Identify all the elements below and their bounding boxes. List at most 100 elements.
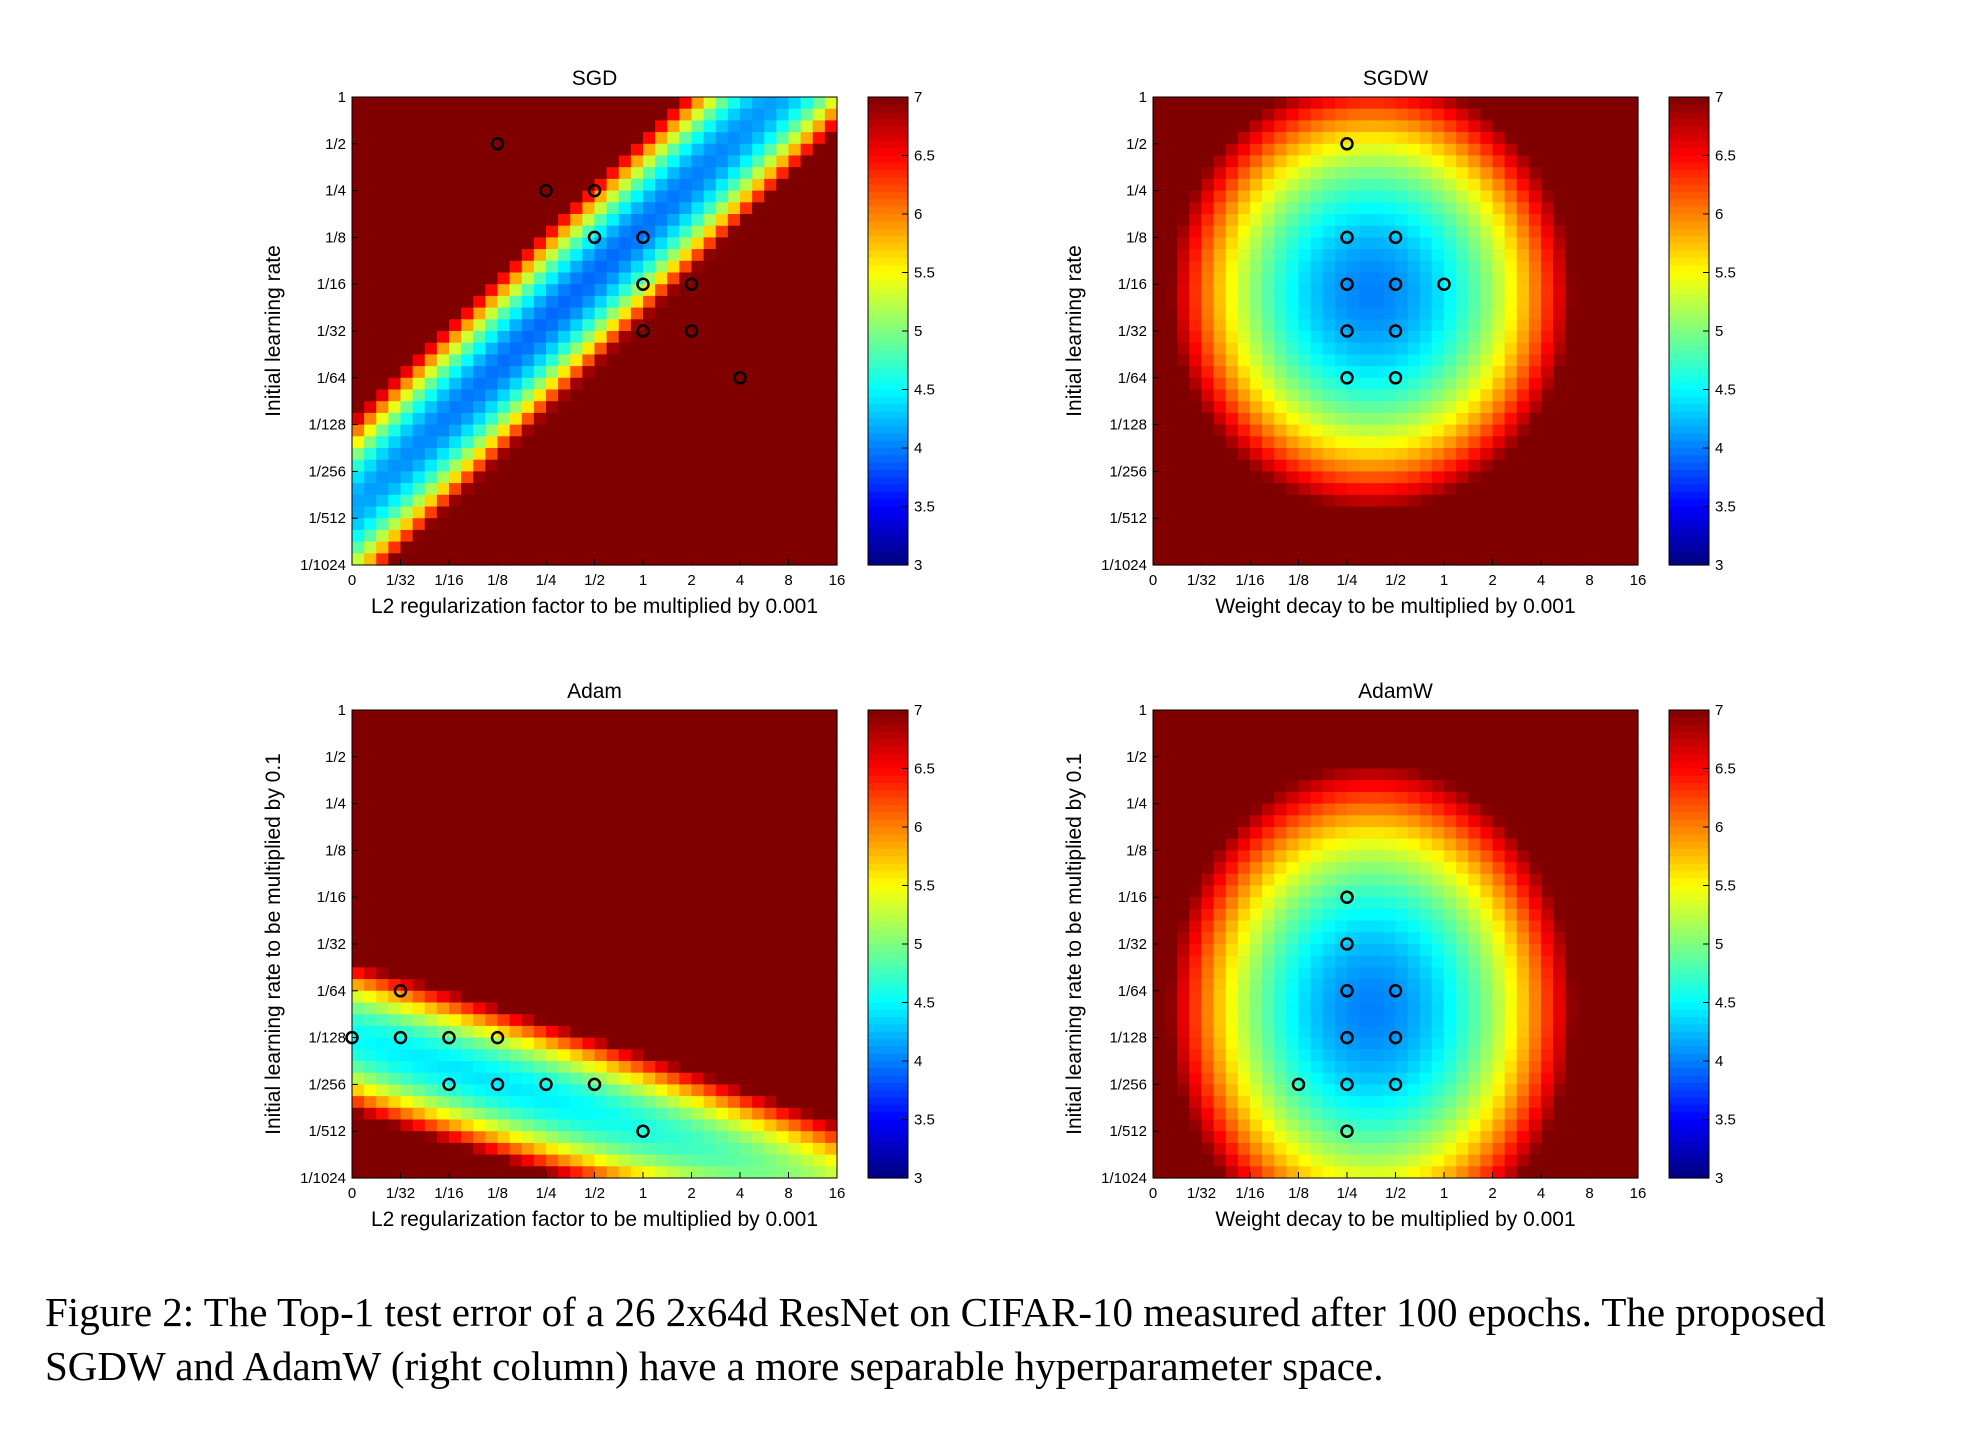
heatmap-cell — [715, 920, 729, 933]
heatmap-cell — [1395, 249, 1409, 262]
heatmap-cell — [582, 827, 596, 840]
heatmap-cell — [436, 908, 450, 922]
heatmap-cell — [364, 307, 377, 320]
heatmap-cell — [1347, 249, 1360, 262]
heatmap-cell — [376, 541, 389, 554]
heatmap-cell — [1322, 108, 1336, 121]
heatmap-cell — [1577, 155, 1591, 168]
heatmap-cell — [449, 295, 462, 309]
heatmap-cell — [376, 143, 389, 157]
heatmap-cell — [436, 756, 450, 770]
heatmap-cell — [703, 1166, 717, 1179]
heatmap-cell — [461, 873, 474, 887]
heatmap-cell — [497, 377, 511, 391]
heatmap-cell — [1371, 459, 1384, 472]
heatmap-cell — [400, 1131, 414, 1144]
heatmap-cell — [388, 190, 402, 203]
heatmap-cell — [461, 331, 474, 344]
heatmap-cell — [570, 354, 583, 367]
heatmap-cell — [1565, 506, 1578, 519]
heatmap-cell — [643, 990, 656, 1004]
heatmap-cell — [1250, 436, 1263, 449]
heatmap-cell — [436, 190, 450, 203]
heatmap-cell — [546, 424, 559, 437]
heatmap-cell — [1334, 506, 1348, 519]
heatmap-cell — [788, 803, 802, 816]
heatmap-cell — [1334, 190, 1348, 203]
heatmap-cell — [630, 803, 644, 816]
heatmap-cell — [376, 967, 389, 980]
heatmap-cell — [740, 331, 753, 344]
heatmap-cell — [1334, 108, 1348, 121]
heatmap-cell — [461, 237, 474, 250]
heatmap-cell — [1480, 260, 1494, 274]
heatmap-cell — [1528, 295, 1542, 309]
heatmap-cell — [461, 342, 474, 355]
heatmap-cell — [1213, 120, 1227, 133]
heatmap-cell — [727, 1049, 741, 1062]
heatmap-cell — [776, 284, 790, 297]
heatmap-cell — [800, 97, 814, 110]
heatmap-cell — [352, 506, 365, 519]
heatmap-cell — [485, 838, 499, 851]
heatmap-cell — [752, 955, 765, 968]
heatmap-cell — [352, 436, 365, 449]
heatmap-cell — [643, 120, 656, 133]
heatmap-cell — [1480, 202, 1494, 215]
heatmap-cell — [788, 167, 802, 180]
heatmap-cell — [606, 342, 620, 355]
heatmap-cell — [461, 1025, 474, 1039]
heatmap-cell — [509, 108, 523, 121]
heatmap-cell — [1298, 506, 1312, 519]
heatmap-cell — [485, 1002, 499, 1015]
heatmap-cell — [643, 1002, 656, 1015]
heatmap-cell — [800, 389, 814, 402]
heatmap-cell — [788, 331, 802, 344]
heatmap-cell — [582, 541, 596, 554]
colorbar-band — [1669, 331, 1709, 339]
heatmap-cell — [1444, 354, 1457, 367]
heatmap-cell — [1165, 97, 1178, 110]
heatmap-cell — [400, 167, 414, 180]
heatmap-cell — [606, 155, 620, 168]
heatmap-cell — [788, 1061, 802, 1074]
heatmap-cell — [764, 272, 777, 285]
heatmap-cell — [618, 494, 632, 508]
heatmap-cell — [436, 1142, 450, 1156]
heatmap-cell — [764, 249, 777, 262]
heatmap-cell — [691, 483, 705, 496]
heatmap-cell — [788, 401, 802, 414]
heatmap-cell — [352, 167, 365, 180]
heatmap-cell — [727, 967, 741, 980]
heatmap-cell — [412, 908, 426, 922]
colorbar-band — [1669, 455, 1709, 464]
heatmap-cell — [764, 471, 777, 484]
heatmap-cell — [400, 721, 414, 734]
heatmap-cell — [582, 955, 596, 968]
heatmap-cell — [412, 1119, 426, 1132]
heatmap-cell — [667, 190, 680, 203]
heatmap-cell — [594, 494, 608, 508]
heatmap-cell — [558, 225, 571, 238]
heatmap-cell — [1553, 272, 1566, 285]
heatmap-cell — [618, 518, 632, 531]
heatmap-cell — [570, 1084, 583, 1097]
heatmap-cell — [1274, 132, 1287, 145]
heatmap-cell — [1565, 448, 1578, 461]
heatmap-cell — [1274, 249, 1287, 262]
heatmap-cell — [1541, 202, 1554, 215]
heatmap-cell — [412, 377, 426, 391]
heatmap-cell — [485, 471, 499, 484]
heatmap-cell — [630, 1131, 644, 1144]
heatmap-cell — [764, 342, 777, 355]
y-tick-label: 1/512 — [1109, 510, 1147, 527]
heatmap-cell — [606, 756, 620, 770]
heatmap-cell — [473, 1142, 486, 1156]
heatmap-cell — [364, 791, 377, 805]
heatmap-cell — [400, 955, 414, 968]
heatmap-cell — [521, 494, 535, 508]
heatmap-cell — [691, 756, 705, 770]
heatmap-cell — [558, 733, 571, 746]
heatmap-cell — [667, 471, 680, 484]
heatmap-cell — [1407, 366, 1421, 379]
